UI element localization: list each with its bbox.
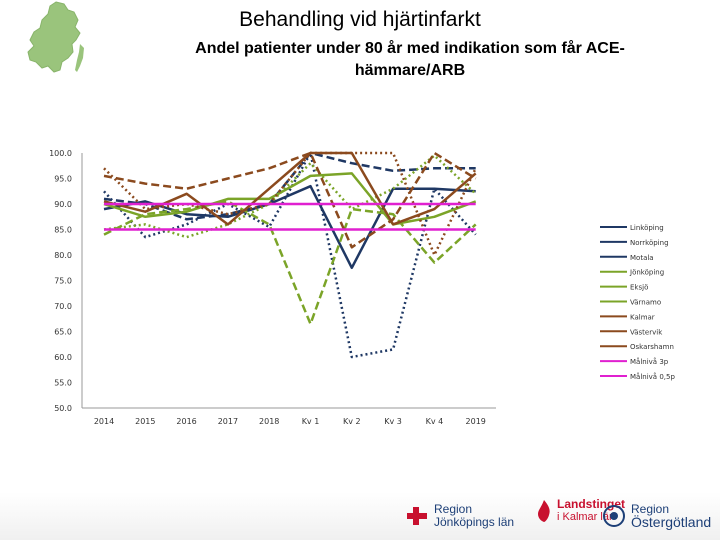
legend-label: Västervik bbox=[630, 328, 663, 336]
line-chart: 100.0 95.0 90.0 85.0 80.0 75.0 70.0 65.0 60.0 55.… bbox=[49, 149, 675, 426]
emblem-icon bbox=[603, 505, 625, 527]
page-subtitle: Andel patienter under 80 år med indikati… bbox=[195, 40, 625, 79]
y-tick-label: 70.0 bbox=[54, 302, 72, 311]
y-tick-label: 60.0 bbox=[54, 353, 72, 362]
x-tick-label: 2016 bbox=[176, 417, 196, 426]
legend-label: Norrköping bbox=[630, 239, 669, 247]
legend-label: Motala bbox=[630, 254, 654, 262]
x-tick-label: Kv 4 bbox=[426, 417, 444, 426]
x-tick-label: 2018 bbox=[259, 417, 279, 426]
logo-region-ostergotland: Region Östergötland bbox=[602, 503, 711, 529]
x-tick-label: Kv 3 bbox=[384, 417, 402, 426]
legend-label: Målnivå 0,5p bbox=[630, 372, 675, 381]
map-icon bbox=[27, 1, 84, 73]
logo-region-jonkoping: Region Jönköpings län bbox=[405, 503, 514, 529]
legend-label: Målnivå 3p bbox=[630, 357, 669, 366]
y-tick-label: 65.0 bbox=[54, 328, 72, 337]
y-tick-label: 55.0 bbox=[54, 379, 72, 388]
logo1-line2: Jönköpings län bbox=[434, 515, 515, 529]
y-tick-label: 50.0 bbox=[54, 404, 72, 413]
series-line-4 bbox=[103, 200, 477, 326]
x-tick-label: 2019 bbox=[466, 417, 486, 426]
logo3-line2: Östergötland bbox=[631, 514, 712, 530]
x-tick-label: 2014 bbox=[94, 417, 114, 426]
y-axis: 100.0 95.0 90.0 85.0 80.0 75.0 70.0 65.0 60.0 55.… bbox=[49, 149, 83, 413]
legend-label: Kalmar bbox=[630, 313, 655, 321]
y-tick-label: 95.0 bbox=[54, 175, 72, 184]
x-tick-label: 2017 bbox=[218, 417, 238, 426]
cross-heart-icon bbox=[407, 507, 427, 525]
series-line-0 bbox=[103, 184, 476, 270]
page-title: Behandling vid hjärtinfarkt bbox=[239, 8, 481, 31]
logo-landstinget-kalmar: Landstinget i Kalmar län bbox=[535, 498, 625, 524]
logo3-line1: Region bbox=[631, 502, 670, 516]
legend: Linköping Norrköping Motala Jönköping Eksjö V… bbox=[600, 224, 675, 381]
legend-label: Oskarshamn bbox=[630, 343, 674, 351]
y-tick-label: 100.0 bbox=[49, 149, 72, 158]
legend-label: Linköping bbox=[630, 224, 664, 232]
flame-icon bbox=[538, 500, 550, 522]
series-line-5 bbox=[103, 154, 477, 239]
x-axis: 2014 2015 2016 2017 2018 Kv 1 Kv 2 Kv 3 Kv 4 2019 bbox=[82, 407, 496, 426]
logo1-line1: Region bbox=[434, 502, 473, 516]
y-tick-label: 85.0 bbox=[54, 226, 72, 235]
y-tick-label: 80.0 bbox=[54, 251, 72, 260]
y-tick-label: 75.0 bbox=[54, 277, 72, 286]
legend-label: Eksjö bbox=[630, 284, 648, 292]
x-tick-label: Kv 1 bbox=[302, 417, 320, 426]
y-tick-label: 90.0 bbox=[54, 200, 72, 209]
x-tick-label: Kv 2 bbox=[343, 417, 361, 426]
series-line-7 bbox=[103, 151, 477, 249]
footer bbox=[0, 492, 720, 540]
x-tick-label: 2015 bbox=[135, 417, 155, 426]
legend-label: Jönköping bbox=[629, 269, 664, 277]
logo2-line2: i Kalmar län bbox=[557, 511, 616, 523]
legend-label: Värnamo bbox=[630, 299, 661, 307]
series-line-2 bbox=[103, 151, 477, 359]
series-lines bbox=[103, 151, 477, 359]
series-line-3 bbox=[103, 172, 477, 226]
